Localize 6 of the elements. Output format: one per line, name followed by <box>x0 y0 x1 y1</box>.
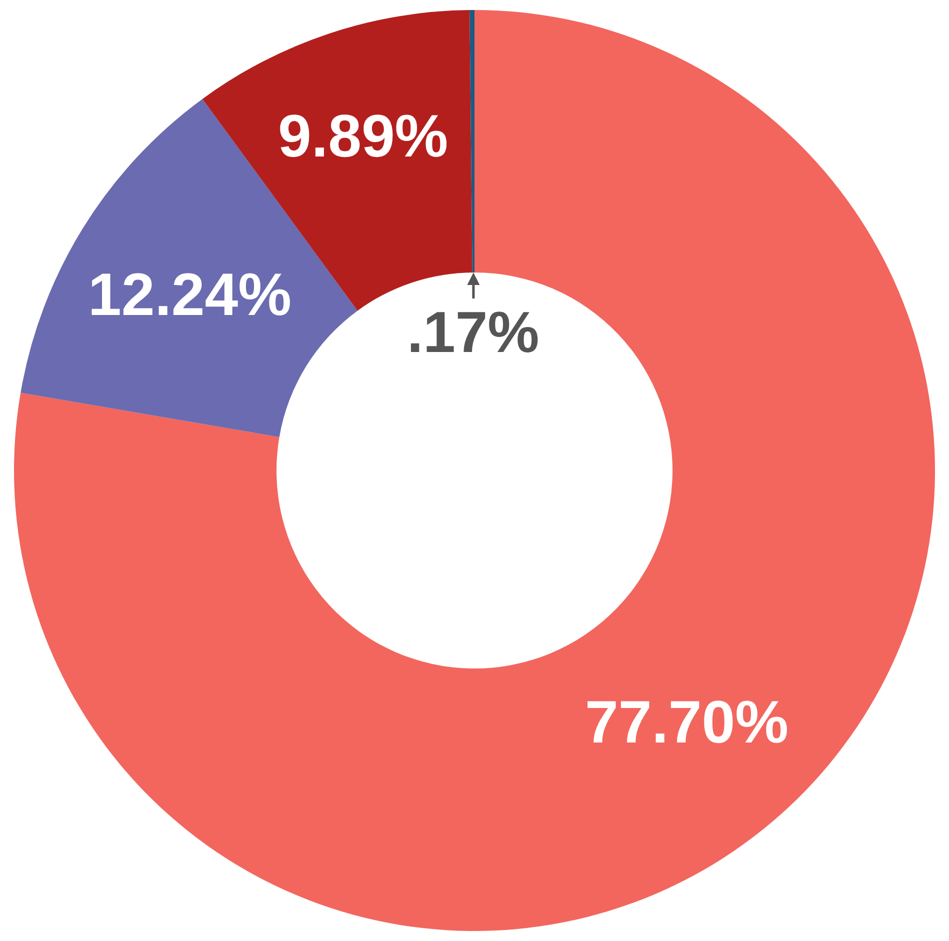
data-label: 9.89% <box>278 102 448 170</box>
data-label: .17% <box>407 300 540 365</box>
data-label: 12.24% <box>88 260 292 328</box>
donut-slice <box>14 10 935 930</box>
donut-slice <box>470 10 474 272</box>
data-label: 77.70% <box>585 688 789 756</box>
